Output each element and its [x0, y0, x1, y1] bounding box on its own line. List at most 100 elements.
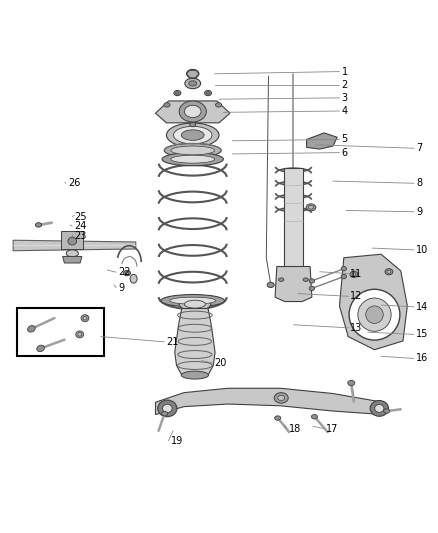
Ellipse shape [161, 295, 224, 307]
Ellipse shape [66, 250, 78, 257]
Polygon shape [13, 240, 136, 251]
Ellipse shape [274, 393, 288, 403]
Ellipse shape [189, 81, 197, 86]
Ellipse shape [164, 103, 170, 107]
Ellipse shape [275, 416, 281, 420]
Text: 15: 15 [416, 329, 428, 340]
Ellipse shape [173, 126, 212, 144]
Ellipse shape [350, 271, 358, 278]
Ellipse shape [278, 395, 285, 400]
Polygon shape [275, 266, 312, 302]
Text: 4: 4 [342, 106, 348, 116]
Ellipse shape [179, 101, 206, 122]
Text: 2: 2 [342, 80, 348, 90]
Ellipse shape [78, 333, 81, 336]
Polygon shape [339, 254, 407, 350]
Ellipse shape [185, 78, 201, 88]
Ellipse shape [162, 404, 172, 413]
Ellipse shape [174, 91, 181, 96]
Ellipse shape [311, 415, 318, 419]
Ellipse shape [279, 278, 284, 281]
Ellipse shape [171, 146, 215, 155]
Bar [61, 231, 83, 249]
Ellipse shape [303, 278, 308, 281]
Bar [17, 308, 104, 356]
Text: 17: 17 [326, 424, 339, 433]
Text: 22: 22 [118, 267, 131, 277]
Ellipse shape [309, 279, 314, 283]
Text: 19: 19 [171, 436, 183, 446]
Text: 1: 1 [342, 67, 348, 77]
Ellipse shape [125, 272, 129, 274]
Ellipse shape [206, 92, 210, 94]
Ellipse shape [341, 274, 346, 279]
Ellipse shape [28, 326, 35, 332]
Text: 25: 25 [74, 212, 87, 222]
Ellipse shape [124, 270, 131, 276]
Polygon shape [175, 309, 215, 375]
Text: 26: 26 [68, 178, 80, 188]
Ellipse shape [158, 400, 177, 417]
Ellipse shape [37, 345, 45, 352]
Text: 11: 11 [350, 269, 363, 279]
Polygon shape [155, 388, 383, 415]
Ellipse shape [370, 400, 389, 416]
Ellipse shape [187, 69, 199, 78]
Polygon shape [63, 256, 82, 263]
Text: 7: 7 [416, 143, 422, 154]
Ellipse shape [162, 411, 168, 416]
Ellipse shape [68, 237, 77, 245]
Text: 10: 10 [416, 245, 428, 255]
Ellipse shape [384, 409, 390, 413]
Ellipse shape [374, 405, 384, 413]
Text: 13: 13 [350, 323, 363, 333]
Ellipse shape [387, 270, 391, 273]
Ellipse shape [190, 123, 196, 127]
Ellipse shape [308, 206, 314, 209]
Ellipse shape [267, 282, 274, 287]
Text: 21: 21 [166, 337, 179, 347]
Text: 20: 20 [215, 358, 227, 368]
Circle shape [358, 298, 391, 332]
Ellipse shape [184, 300, 205, 308]
Text: 9: 9 [118, 282, 124, 293]
Ellipse shape [81, 314, 89, 322]
Circle shape [349, 289, 400, 340]
Ellipse shape [171, 155, 215, 163]
Ellipse shape [309, 286, 314, 290]
Ellipse shape [35, 223, 42, 227]
Text: 14: 14 [416, 302, 428, 312]
Ellipse shape [164, 143, 221, 157]
Ellipse shape [181, 371, 208, 379]
Ellipse shape [352, 273, 356, 276]
Ellipse shape [215, 103, 222, 107]
Ellipse shape [181, 130, 204, 140]
Text: 23: 23 [74, 231, 87, 241]
Ellipse shape [348, 381, 355, 386]
Text: 12: 12 [350, 291, 363, 301]
Ellipse shape [76, 331, 84, 338]
Text: 5: 5 [342, 134, 348, 144]
Ellipse shape [184, 106, 201, 118]
Ellipse shape [166, 123, 219, 147]
Ellipse shape [162, 152, 223, 166]
Text: 24: 24 [74, 221, 87, 231]
Ellipse shape [130, 274, 137, 283]
Circle shape [366, 306, 383, 324]
Polygon shape [307, 133, 337, 149]
Text: 3: 3 [342, 93, 348, 103]
Ellipse shape [83, 317, 87, 320]
Ellipse shape [205, 91, 212, 96]
Ellipse shape [385, 269, 393, 275]
Ellipse shape [306, 204, 316, 211]
Text: 8: 8 [416, 178, 422, 188]
Ellipse shape [170, 297, 215, 304]
Ellipse shape [341, 266, 346, 271]
Text: 18: 18 [289, 424, 301, 433]
Text: 9: 9 [416, 207, 422, 217]
Text: 6: 6 [342, 148, 348, 158]
Ellipse shape [179, 297, 211, 311]
Polygon shape [155, 101, 230, 123]
Ellipse shape [176, 92, 179, 94]
Text: 16: 16 [416, 353, 428, 364]
